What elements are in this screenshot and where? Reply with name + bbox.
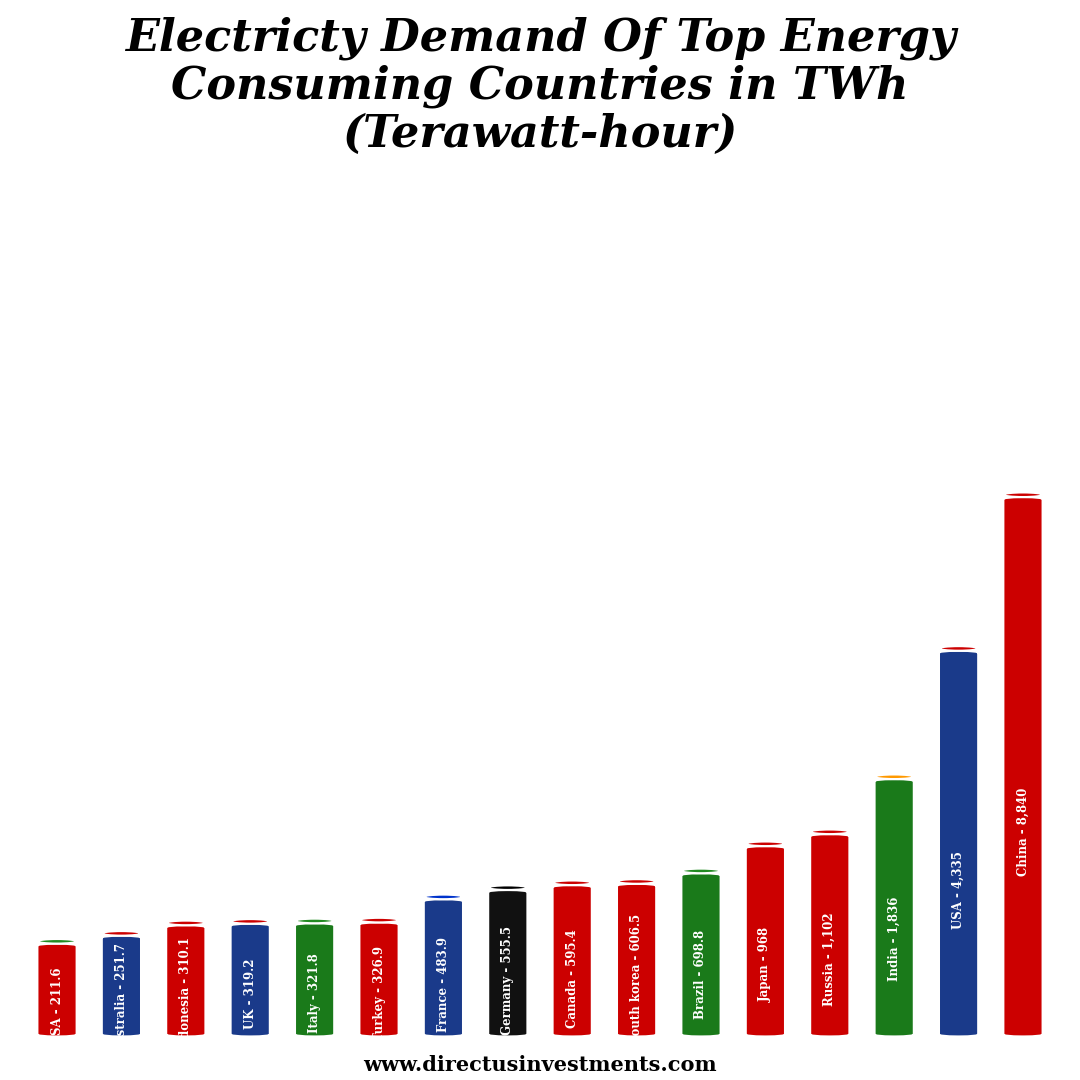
- Text: USA - 4,335: USA - 4,335: [953, 851, 966, 929]
- Text: Australia - 251.7: Australia - 251.7: [114, 943, 127, 1053]
- Circle shape: [488, 886, 527, 890]
- FancyBboxPatch shape: [874, 779, 914, 1037]
- Text: Indonesia - 310.1: Indonesia - 310.1: [179, 936, 192, 1052]
- Text: Canada - 595.4: Canada - 595.4: [566, 930, 579, 1028]
- Circle shape: [1003, 492, 1042, 497]
- Circle shape: [875, 774, 914, 779]
- Text: UK - 319.2: UK - 319.2: [244, 958, 257, 1029]
- Circle shape: [424, 894, 463, 900]
- Text: (Terawatt-hour): (Terawatt-hour): [342, 113, 738, 157]
- Circle shape: [231, 919, 270, 923]
- Circle shape: [940, 646, 978, 651]
- Text: Germany - 555.5: Germany - 555.5: [501, 927, 514, 1036]
- FancyBboxPatch shape: [810, 834, 850, 1037]
- FancyBboxPatch shape: [37, 943, 77, 1037]
- Circle shape: [295, 919, 334, 923]
- FancyBboxPatch shape: [681, 873, 721, 1037]
- Circle shape: [102, 931, 140, 935]
- FancyBboxPatch shape: [359, 922, 399, 1037]
- Text: Russia - 1,102: Russia - 1,102: [823, 913, 836, 1007]
- FancyBboxPatch shape: [166, 924, 206, 1037]
- FancyBboxPatch shape: [295, 923, 335, 1037]
- Text: Electricty Demand Of Top Energy: Electricty Demand Of Top Energy: [124, 16, 956, 59]
- Text: SA - 211.6: SA - 211.6: [51, 968, 64, 1035]
- FancyBboxPatch shape: [552, 885, 592, 1037]
- Circle shape: [38, 939, 77, 944]
- FancyBboxPatch shape: [745, 846, 785, 1037]
- FancyBboxPatch shape: [1003, 497, 1043, 1037]
- Circle shape: [360, 918, 399, 922]
- FancyBboxPatch shape: [102, 935, 141, 1037]
- Text: www.directusinvestments.com: www.directusinvestments.com: [363, 1054, 717, 1075]
- FancyBboxPatch shape: [230, 923, 270, 1037]
- Text: France - 483.9: France - 483.9: [437, 937, 450, 1031]
- Circle shape: [810, 829, 849, 834]
- FancyBboxPatch shape: [617, 883, 657, 1037]
- Circle shape: [746, 841, 785, 846]
- Circle shape: [553, 880, 592, 886]
- Circle shape: [166, 920, 205, 926]
- Text: India - 1,836: India - 1,836: [888, 896, 901, 981]
- Text: China - 8,840: China - 8,840: [1016, 787, 1029, 876]
- FancyBboxPatch shape: [939, 650, 978, 1037]
- Text: Turkey - 326.9: Turkey - 326.9: [373, 946, 386, 1041]
- Text: Italy - 321.8: Italy - 321.8: [308, 954, 321, 1034]
- Text: South korea - 606.5: South korea - 606.5: [630, 914, 643, 1043]
- Text: Consuming Countries in TWh: Consuming Countries in TWh: [172, 65, 908, 108]
- Text: Japan - 968: Japan - 968: [759, 927, 772, 1002]
- FancyBboxPatch shape: [488, 890, 528, 1037]
- Text: Brazil - 698.8: Brazil - 698.8: [694, 930, 707, 1020]
- Circle shape: [617, 879, 656, 883]
- Circle shape: [681, 868, 720, 874]
- FancyBboxPatch shape: [423, 899, 463, 1037]
